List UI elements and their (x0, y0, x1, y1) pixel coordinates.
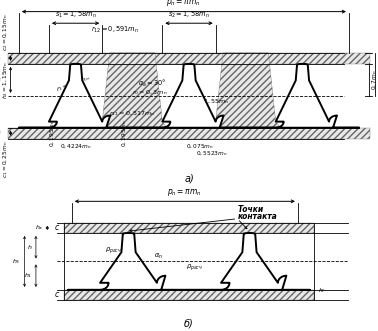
Text: $p_n = \pi m_n$: $p_n = \pi m_n$ (166, 0, 201, 8)
Text: $\alpha_n$: $\alpha_n$ (154, 252, 163, 261)
Text: а): а) (184, 173, 194, 183)
Text: $h_2$: $h_2$ (0, 75, 2, 84)
Text: $h_2 = 1,15m_n$: $h_2 = 1,15m_n$ (1, 61, 10, 99)
Text: $h_3$: $h_3$ (12, 257, 21, 266)
Text: $r_{12} = 0,591m_n$: $r_{12} = 0,591m_n$ (91, 25, 139, 35)
Polygon shape (215, 53, 280, 128)
Text: $0,075m_n$: $0,075m_n$ (186, 142, 214, 151)
Text: $0,195m_n$: $0,195m_n$ (48, 118, 57, 147)
Polygon shape (189, 233, 310, 290)
Text: $0,5523m_n$: $0,5523m_n$ (196, 149, 228, 158)
Text: $s_1 = 1,58m_n$: $s_1 = 1,58m_n$ (55, 10, 96, 20)
Bar (64, 290, 314, 300)
Bar (64, 223, 314, 233)
Text: $c_2 = 1,55m_n$: $c_2 = 1,55m_n$ (189, 97, 229, 106)
Text: $s_2 = 1,58m_n$: $s_2 = 1,58m_n$ (168, 10, 210, 20)
Polygon shape (246, 64, 359, 128)
Text: $\alpha_n$: $\alpha_n$ (127, 266, 135, 276)
Polygon shape (19, 64, 132, 128)
Text: $r_0 = 0,3m_n$: $r_0 = 0,3m_n$ (132, 88, 168, 97)
Text: $c_2$: $c_2$ (0, 129, 2, 137)
Text: $c_2 = 0,15m_n$: $c_2 = 0,15m_n$ (1, 14, 10, 51)
Text: $\rho_{расч}$: $\rho_{расч}$ (105, 246, 122, 256)
Text: $0,7m_n$: $0,7m_n$ (370, 70, 378, 90)
Text: б): б) (184, 318, 194, 328)
Text: $h$: $h$ (26, 243, 32, 251)
Polygon shape (68, 233, 189, 290)
Text: $h_f$: $h_f$ (318, 286, 325, 295)
Text: $r_{11} = 0,517m_n$: $r_{11} = 0,517m_n$ (109, 109, 156, 118)
Text: c: c (54, 290, 59, 300)
Polygon shape (102, 53, 166, 128)
Text: $0,4224m_n$: $0,4224m_n$ (60, 142, 91, 151)
Text: $h_a$: $h_a$ (35, 223, 43, 232)
Text: $0,195m_n$: $0,195m_n$ (120, 118, 129, 147)
Text: c: c (54, 223, 59, 232)
Text: $h_1$: $h_1$ (24, 271, 32, 280)
Bar (8, 128, 370, 139)
Text: $r_1 = 1,4m_n$: $r_1 = 1,4m_n$ (55, 74, 91, 94)
Text: $\alpha_a = 30°$: $\alpha_a = 30°$ (138, 78, 167, 89)
Text: $\rho_{расч}$: $\rho_{расч}$ (186, 262, 204, 272)
Text: Точки: Точки (237, 206, 263, 214)
Bar (8, 53, 370, 64)
Text: контакта: контакта (237, 212, 277, 221)
Polygon shape (132, 64, 246, 128)
Text: $c_1 = 0,25m_n$: $c_1 = 0,25m_n$ (1, 140, 10, 178)
Text: $c_1$: $c_1$ (0, 54, 2, 62)
Text: $p_n = \pi m_n$: $p_n = \pi m_n$ (167, 187, 202, 198)
